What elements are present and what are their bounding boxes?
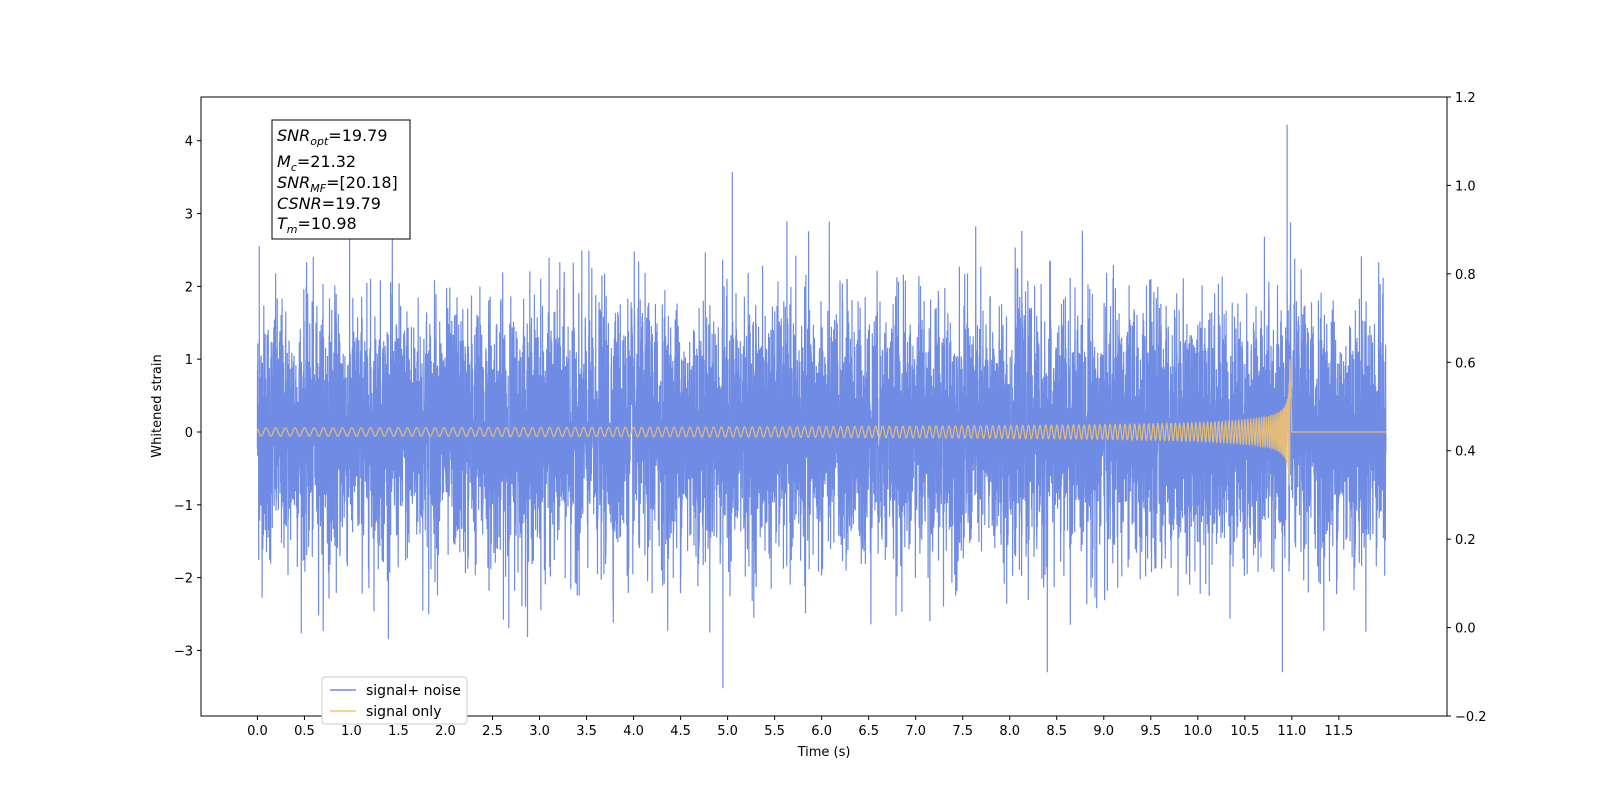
x-tick-label: 4.0 <box>623 724 644 739</box>
x-tick-label: 7.5 <box>952 724 973 739</box>
annotation-tm: Tm=10.98 <box>277 214 357 236</box>
series-signal-only <box>256 359 1386 486</box>
x-tick-label: 1.5 <box>388 724 409 739</box>
y2-tick-label: 0.8 <box>1455 268 1476 283</box>
x-tick-label: 8.5 <box>1046 724 1067 739</box>
annotation-snr-mf: SNRMF=[20.18] <box>277 173 398 195</box>
annotation-csnr: CSNR=19.79 <box>277 194 381 213</box>
x-tick-label: 3.5 <box>576 724 597 739</box>
x-tick-label: 7.0 <box>905 724 926 739</box>
x-tick-label: 11.5 <box>1324 724 1353 739</box>
y-tick-label: −3 <box>174 644 193 659</box>
x-tick-label: 1.0 <box>341 724 362 739</box>
y-axis-title: Whitened strain <box>150 354 165 457</box>
x-axis-title: Time (s) <box>797 745 851 760</box>
x-tick-label: 2.5 <box>482 724 503 739</box>
legend-frame <box>321 676 468 725</box>
x-tick-label: 8.0 <box>999 724 1020 739</box>
y-axis: 4 3 2 1 0 −1 −2 −3 <box>174 135 201 659</box>
y-tick-label: 2 <box>185 280 193 295</box>
annotation-snr-opt: SNRopt=19.79 <box>277 126 388 148</box>
x-tick-label: 10.5 <box>1230 724 1259 739</box>
y-tick-label: −2 <box>174 572 193 587</box>
x-tick-label: 9.0 <box>1093 724 1114 739</box>
series-signal-noise <box>256 124 1387 689</box>
x-tick-label: 4.5 <box>670 724 691 739</box>
series-layer <box>256 124 1387 689</box>
y2-tick-label: 0.4 <box>1455 445 1476 460</box>
x-tick-label: 11.0 <box>1277 724 1306 739</box>
y2-axis: 1.2 1.0 0.8 0.6 0.4 0.2 0.0 −0.2 <box>1447 91 1487 725</box>
legend: signal+ noise signal only <box>321 676 468 725</box>
annotation-mc: Mc=21.32 <box>277 152 356 174</box>
y2-tick-label: −0.2 <box>1455 710 1487 725</box>
y2-tick-label: 0.2 <box>1455 533 1476 548</box>
annotation-frame <box>271 119 411 240</box>
y-tick-label: −1 <box>174 499 193 514</box>
y2-tick-label: 1.2 <box>1455 91 1476 106</box>
y2-tick-label: 0.6 <box>1455 356 1476 371</box>
y-tick-label: 4 <box>185 135 193 150</box>
y-tick-label: 3 <box>185 208 193 223</box>
annotation-box: SNRopt=19.79 Mc=21.32 SNRMF=[20.18] CSNR… <box>271 119 411 240</box>
x-tick-label: 0.0 <box>247 724 268 739</box>
y2-tick-label: 1.0 <box>1455 179 1476 194</box>
x-tick-label: 5.0 <box>717 724 738 739</box>
legend-label-signal-noise: signal+ noise <box>366 683 461 699</box>
x-tick-label: 3.0 <box>529 724 550 739</box>
y-tick-label: 1 <box>185 353 193 368</box>
legend-label-signal-only: signal only <box>366 704 441 720</box>
x-axis: 0.0 0.5 1.0 1.5 2.0 2.5 3.0 3.5 4.0 4.5 5.0 5.5 6.0 6… <box>247 716 1353 739</box>
x-tick-label: 6.5 <box>858 724 879 739</box>
y2-tick-label: 0.0 <box>1455 622 1476 637</box>
x-tick-label: 0.5 <box>294 724 315 739</box>
y-tick-label: 0 <box>185 426 193 441</box>
x-tick-label: 5.5 <box>764 724 785 739</box>
plot-frame <box>200 96 1448 717</box>
x-tick-label: 6.0 <box>811 724 832 739</box>
x-tick-label: 9.5 <box>1140 724 1161 739</box>
x-tick-label: 2.0 <box>435 724 456 739</box>
x-tick-label: 10.0 <box>1183 724 1212 739</box>
